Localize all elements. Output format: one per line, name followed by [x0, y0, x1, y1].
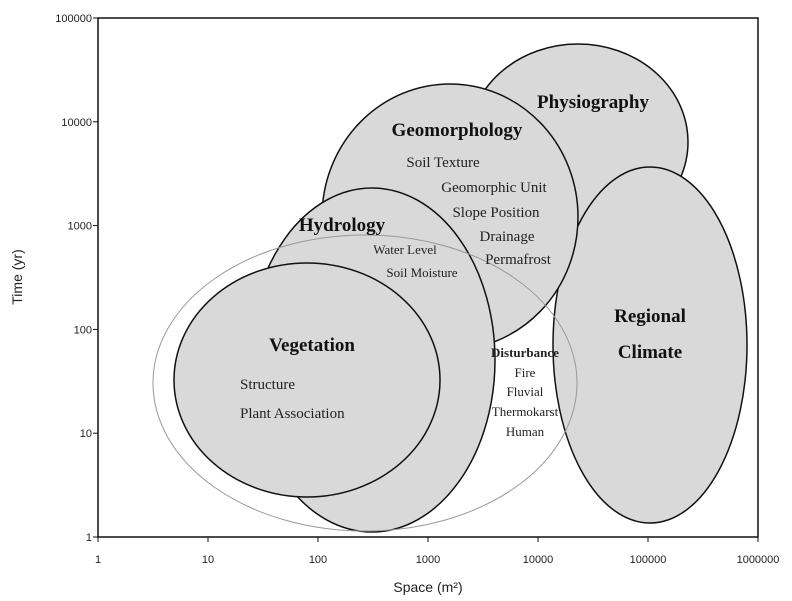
region-label: Hydrology [299, 215, 386, 236]
y-tick-label: 10000 [61, 117, 92, 129]
x-tick-label: 100000 [630, 554, 667, 566]
region-label: Vegetation [269, 335, 355, 356]
y-tick-label: 10 [80, 428, 92, 440]
y-tick-label: 100 [74, 324, 92, 336]
x-axis-label: Space (m²) [393, 579, 462, 595]
ellipse [152, 234, 578, 532]
item: Geomorphic Unit [441, 180, 547, 196]
item: Fire [515, 365, 536, 380]
item: Fluvial [507, 384, 544, 399]
ellipse [173, 262, 441, 498]
y-tick-label: 1 [86, 532, 92, 544]
x-tick-label: 1000000 [737, 554, 780, 566]
item: Plant Association [240, 406, 345, 422]
item: Slope Position [452, 205, 540, 221]
x-tick-label: 1 [95, 554, 101, 566]
item: Permafrost [485, 252, 552, 268]
item: Thermokarst [492, 404, 559, 419]
y-axis-label: Time (yr) [9, 249, 25, 304]
item: Structure [240, 377, 295, 393]
ticks: 1 10 100 1000 10000 100000 1000000 1 10 100 1000 10… [55, 13, 779, 566]
region-label: Disturbance [491, 345, 559, 360]
y-tick-label: 100000 [55, 13, 92, 25]
region-label: Geomorphology [392, 120, 523, 141]
item: Drainage [480, 229, 535, 245]
item: Human [506, 424, 545, 439]
x-tick-label: 1000 [416, 554, 440, 566]
item: Water Level [373, 242, 437, 257]
item: Soil Texture [406, 155, 480, 171]
region-label: Physiography [537, 92, 649, 113]
ellipse [552, 166, 748, 524]
item: Soil Moisture [386, 265, 457, 280]
x-tick-label: 100 [309, 554, 327, 566]
x-tick-label: 10 [202, 554, 214, 566]
x-tick-label: 10000 [523, 554, 554, 566]
region-label: Regional Climate [614, 306, 686, 363]
y-tick-label: 1000 [68, 221, 92, 233]
